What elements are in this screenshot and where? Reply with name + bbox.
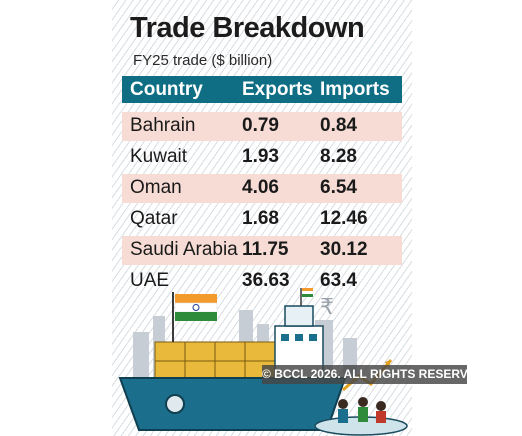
table-row: UAE 36.63 63.4: [122, 267, 402, 296]
header-country: Country: [130, 79, 203, 100]
cell-imports: 0.84: [320, 115, 357, 136]
table-row: Saudi Arabia 11.75 30.12: [122, 236, 402, 265]
subtitle: FY25 trade ($ billion): [133, 52, 273, 69]
india-flag-icon: [172, 292, 218, 342]
cargo-ship-illustration: ₹: [118, 288, 408, 436]
cell-exports: 0.79: [242, 115, 279, 136]
people-on-boat-icon: [314, 397, 408, 436]
cell-country: Bahrain: [130, 115, 196, 136]
cell-imports: 12.46: [320, 208, 368, 229]
header-imports: Imports: [320, 79, 390, 100]
cell-imports: 6.54: [320, 177, 357, 198]
table-row: Bahrain 0.79 0.84: [122, 112, 402, 141]
page-title: Trade Breakdown: [130, 12, 365, 44]
cell-country: Oman: [130, 177, 182, 198]
cell-country: Kuwait: [130, 146, 188, 167]
small-flag-icon: [300, 288, 313, 306]
header-exports: Exports: [242, 79, 313, 100]
table-header: Country Exports Imports: [122, 76, 402, 103]
cargo-ship-icon: [118, 305, 347, 431]
table-row: Oman 4.06 6.54: [122, 174, 402, 203]
cell-imports: 63.4: [320, 270, 357, 291]
rupee-symbol-icon: ₹: [320, 295, 334, 320]
cell-exports: 36.63: [242, 270, 290, 291]
table-row: Qatar 1.68 12.46: [122, 205, 402, 234]
cell-imports: 30.12: [320, 239, 368, 260]
cell-exports: 1.68: [242, 208, 279, 229]
cell-exports: 11.75: [242, 239, 289, 260]
cell-imports: 8.28: [320, 146, 357, 167]
cell-country: UAE: [130, 270, 170, 291]
table-row: Kuwait 1.93 8.28: [122, 143, 402, 172]
cell-country: Qatar: [130, 208, 178, 229]
cell-exports: 1.93: [242, 146, 279, 167]
cell-exports: 4.06: [242, 177, 279, 198]
cell-country: Saudi Arabia: [130, 239, 238, 260]
copyright-watermark: © BCCL 2026. ALL RIGHTS RESERVED.: [262, 365, 488, 384]
